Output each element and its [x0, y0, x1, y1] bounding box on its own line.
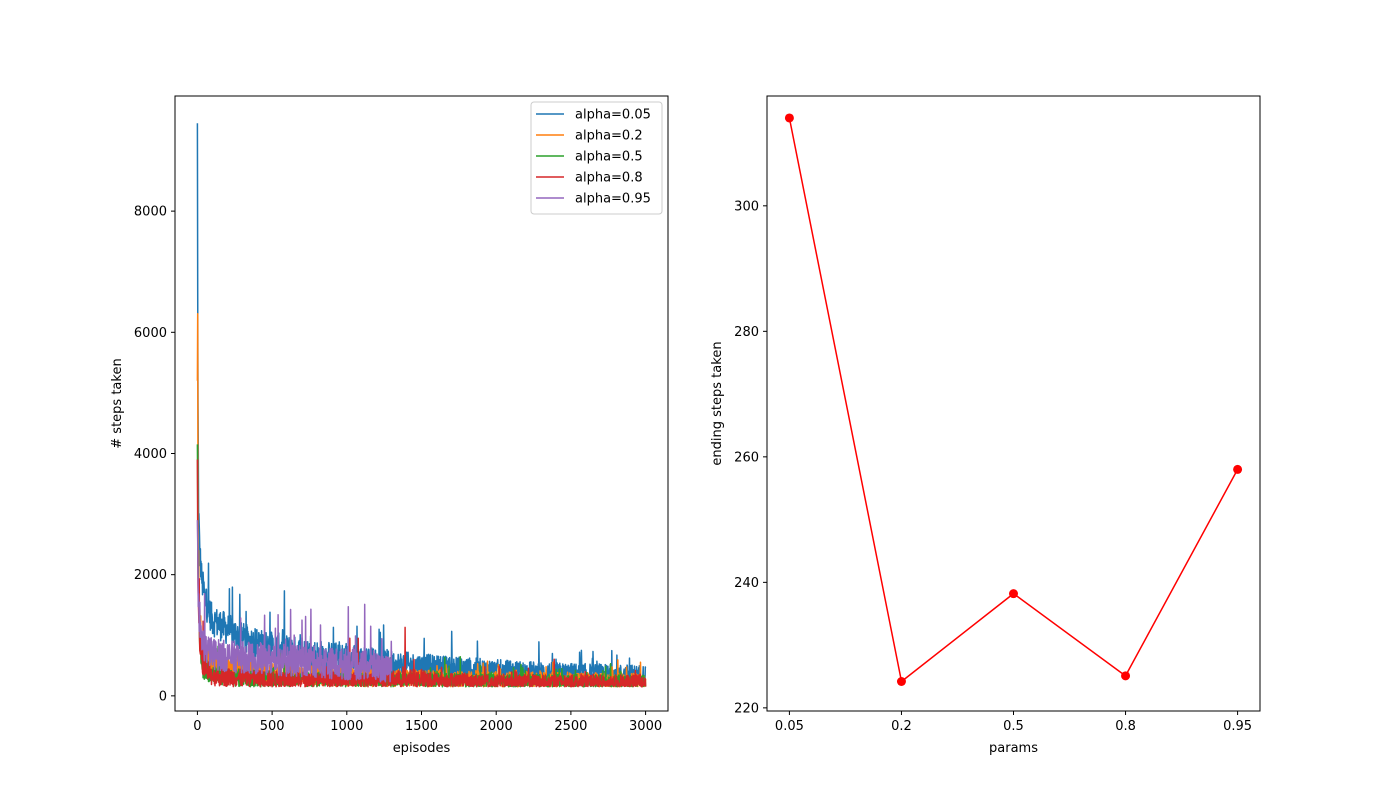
y-axis-label: # steps taken [110, 358, 125, 448]
y-tick-label: 240 [734, 576, 759, 591]
x-tick-label: 0 [193, 719, 201, 734]
y-tick-label: 260 [734, 450, 759, 465]
data-point [896, 677, 906, 687]
series-lines [196, 123, 647, 688]
legend-label: alpha=0.8 [575, 171, 643, 186]
x-tick-label: 0.8 [1115, 719, 1136, 734]
x-tick-label: 3000 [629, 719, 662, 734]
legend: alpha=0.05 alpha=0.2 alpha=0.5 alpha=0.8 alp… [530, 101, 663, 215]
data-point [1009, 589, 1018, 599]
x-tick-label: 0.5 [1003, 719, 1024, 734]
x-tick-label: 2000 [480, 719, 513, 734]
x-axis-ticks: 0 500 1000 1500 2000 2500 3000 [193, 711, 662, 734]
series-line [784, 113, 1243, 687]
x-axis-label: params [989, 741, 1038, 756]
y-tick-label: 0 [159, 689, 167, 704]
y-tick-label: 300 [734, 199, 759, 214]
y-tick-label: 4000 [134, 447, 167, 462]
data-point [1121, 671, 1131, 681]
x-tick-label: 0.95 [1223, 719, 1252, 734]
x-tick-label: 0.05 [775, 719, 804, 734]
y-tick-label: 6000 [134, 326, 167, 341]
series-line-alpha=0.95 [196, 520, 393, 683]
data-point [784, 113, 794, 123]
legend-label: alpha=0.05 [575, 108, 651, 123]
x-axis-label: episodes [393, 741, 451, 756]
y-tick-label: 8000 [134, 205, 167, 220]
legend-box [530, 101, 663, 215]
x-tick-label: 2500 [554, 719, 587, 734]
x-tick-label: 1500 [405, 719, 438, 734]
legend-label: alpha=0.95 [575, 192, 651, 207]
x-tick-label: 0.2 [891, 719, 912, 734]
x-tick-label: 500 [260, 719, 285, 734]
legend-label: alpha=0.5 [575, 150, 643, 165]
x-tick-label: 1000 [330, 719, 363, 734]
y-tick-label: 220 [734, 701, 759, 716]
y-tick-label: 280 [734, 325, 759, 340]
ending-steps-chart: 0.05 0.2 0.5 0.8 0.95 220 240 260 280 300 params… [710, 95, 1261, 756]
y-axis-label: ending steps taken [710, 341, 725, 465]
x-axis-ticks: 0.05 0.2 0.5 0.8 0.95 [775, 711, 1252, 734]
legend-label: alpha=0.2 [575, 129, 643, 144]
y-axis-ticks: 220 240 260 280 300 [734, 199, 767, 716]
steps-per-episode-chart: 0 500 1000 1500 2000 2500 3000 0 2000 4000 6000 80… [110, 95, 669, 756]
data-point [1233, 464, 1243, 474]
series-line-alpha=0.8 [196, 459, 647, 688]
y-tick-label: 2000 [134, 568, 167, 583]
y-axis-ticks: 0 2000 4000 6000 8000 [134, 205, 175, 704]
